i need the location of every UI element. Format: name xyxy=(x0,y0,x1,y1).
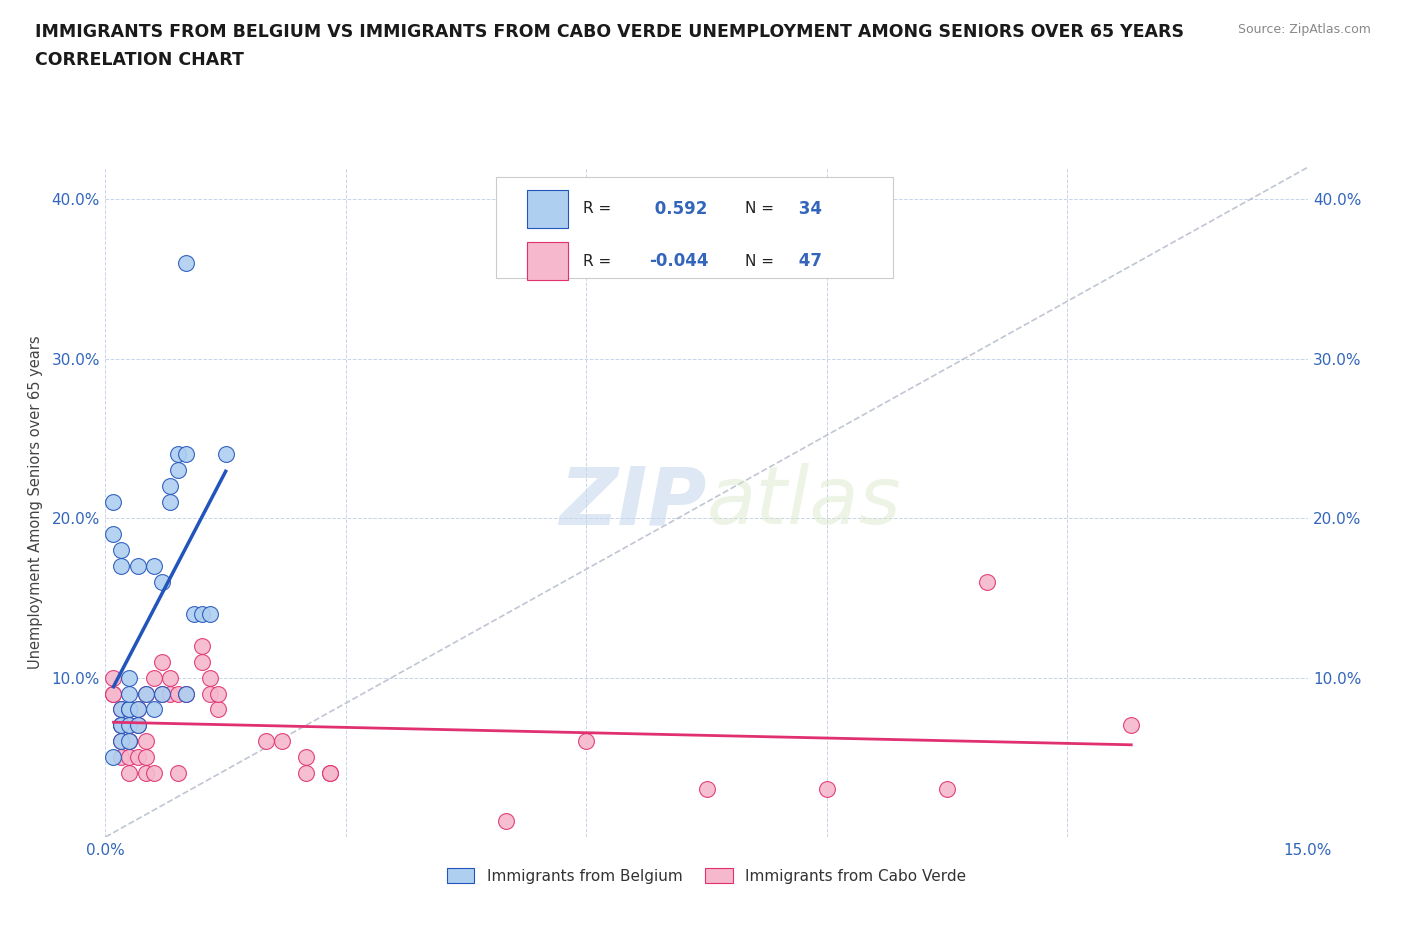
Point xyxy=(319,765,342,780)
Text: 0.592: 0.592 xyxy=(648,200,707,218)
Point xyxy=(150,654,173,669)
Point xyxy=(110,750,132,764)
Point xyxy=(103,495,125,510)
Point xyxy=(207,686,229,701)
Point xyxy=(174,256,197,271)
Text: -0.044: -0.044 xyxy=(648,252,709,270)
Text: ZIP: ZIP xyxy=(560,463,707,541)
Text: Source: ZipAtlas.com: Source: ZipAtlas.com xyxy=(1237,23,1371,36)
Point xyxy=(118,702,141,717)
Point xyxy=(135,686,157,701)
Point xyxy=(118,718,141,733)
Point xyxy=(127,702,149,717)
Point xyxy=(127,559,149,574)
Point xyxy=(118,671,141,685)
Text: CORRELATION CHART: CORRELATION CHART xyxy=(35,51,245,69)
Point xyxy=(118,734,141,749)
Point xyxy=(159,495,181,510)
Point xyxy=(159,479,181,494)
Point xyxy=(135,765,157,780)
Point xyxy=(142,765,165,780)
Point xyxy=(936,782,959,797)
Text: 34: 34 xyxy=(793,200,823,218)
Point xyxy=(142,702,165,717)
Point xyxy=(118,765,141,780)
Point xyxy=(103,671,125,685)
Point xyxy=(103,686,125,701)
Point xyxy=(110,718,132,733)
Point xyxy=(135,734,157,749)
Point xyxy=(254,734,277,749)
FancyBboxPatch shape xyxy=(527,190,568,228)
Point xyxy=(166,686,188,701)
Point xyxy=(696,782,718,797)
Point xyxy=(150,686,173,701)
Point xyxy=(166,765,188,780)
Point xyxy=(110,718,132,733)
Point xyxy=(295,765,318,780)
Point xyxy=(118,686,141,701)
Point xyxy=(142,671,165,685)
Point xyxy=(103,526,125,541)
Point xyxy=(198,686,221,701)
Point xyxy=(174,447,197,462)
Point xyxy=(103,686,125,701)
Point xyxy=(214,447,236,462)
Point xyxy=(190,654,212,669)
Point xyxy=(103,750,125,764)
Point xyxy=(166,447,188,462)
Point xyxy=(270,734,292,749)
Point xyxy=(190,606,212,621)
Y-axis label: Unemployment Among Seniors over 65 years: Unemployment Among Seniors over 65 years xyxy=(28,336,44,669)
Point xyxy=(190,638,212,653)
Point xyxy=(198,671,221,685)
Point xyxy=(575,734,598,749)
Point xyxy=(118,734,141,749)
Point xyxy=(110,718,132,733)
Text: IMMIGRANTS FROM BELGIUM VS IMMIGRANTS FROM CABO VERDE UNEMPLOYMENT AMONG SENIORS: IMMIGRANTS FROM BELGIUM VS IMMIGRANTS FR… xyxy=(35,23,1184,41)
Text: 47: 47 xyxy=(793,252,823,270)
Point xyxy=(207,702,229,717)
Point xyxy=(198,606,221,621)
Point xyxy=(976,575,998,590)
Point xyxy=(183,606,205,621)
Point xyxy=(495,814,517,829)
Text: atlas: atlas xyxy=(707,463,901,541)
FancyBboxPatch shape xyxy=(527,242,568,280)
Point xyxy=(118,734,141,749)
Point xyxy=(135,750,157,764)
Point xyxy=(110,734,132,749)
Text: R =: R = xyxy=(582,254,612,269)
Point xyxy=(1121,718,1143,733)
Point xyxy=(150,686,173,701)
Point xyxy=(174,686,197,701)
Point xyxy=(319,765,342,780)
Legend: Immigrants from Belgium, Immigrants from Cabo Verde: Immigrants from Belgium, Immigrants from… xyxy=(441,861,972,890)
Point xyxy=(118,718,141,733)
Point xyxy=(110,734,132,749)
Point xyxy=(127,718,149,733)
Point xyxy=(142,559,165,574)
Text: N =: N = xyxy=(745,254,773,269)
Point xyxy=(118,750,141,764)
Point xyxy=(295,750,318,764)
Point xyxy=(150,575,173,590)
Point xyxy=(127,718,149,733)
Point xyxy=(127,750,149,764)
Point xyxy=(159,671,181,685)
FancyBboxPatch shape xyxy=(496,178,893,278)
Point xyxy=(118,702,141,717)
Point xyxy=(159,686,181,701)
Point xyxy=(166,463,188,478)
Point xyxy=(110,702,132,717)
Point xyxy=(110,542,132,557)
Text: N =: N = xyxy=(745,202,773,217)
Point xyxy=(127,702,149,717)
Point xyxy=(815,782,838,797)
Point xyxy=(174,686,197,701)
Point xyxy=(110,559,132,574)
Point xyxy=(110,702,132,717)
Text: R =: R = xyxy=(582,202,612,217)
Point xyxy=(135,686,157,701)
